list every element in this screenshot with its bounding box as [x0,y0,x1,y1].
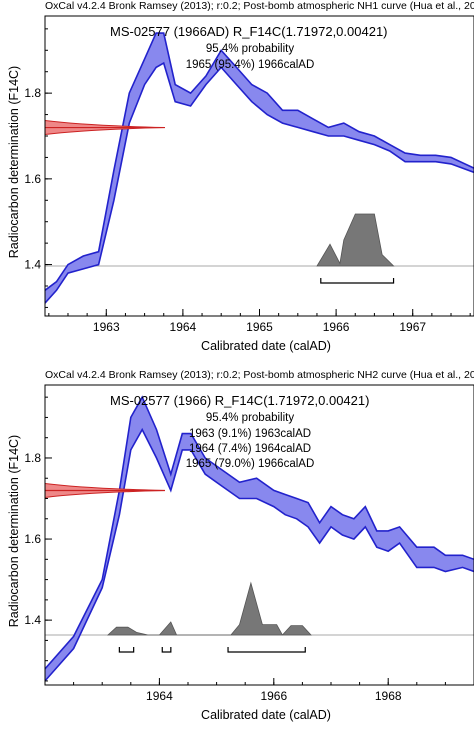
chart-header: OxCal v4.2.4 Bronk Ramsey (2013); r:0.2;… [45,369,474,381]
plot-area [45,395,474,682]
hpd-range-bracket [320,278,395,284]
calibration-panel-nh1: OxCal v4.2.4 Bronk Ramsey (2013); r:0.2;… [7,0,474,353]
y-tick-label: 1.4 [24,613,41,627]
probability-heading: 95.4% probability [206,412,294,424]
x-axis-label: Calibrated date (calAD) [201,708,331,722]
x-tick-label: 1966 [260,689,287,703]
hpd-range-bracket [227,647,306,653]
x-tick-label: 1963 [93,320,120,334]
y-axis-label: Radiocarbon determination (F14C) [7,65,21,259]
probability-range: 1965 (79.0%) 1966calAD [186,458,315,470]
chart-header: OxCal v4.2.4 Bronk Ramsey (2013); r:0.2;… [45,0,474,12]
calibration-curve-lower [45,61,474,304]
x-tick-label: 1968 [375,689,402,703]
plot-area [45,32,474,304]
sample-title: MS-02577 (1966AD) R_F14C(1.71972,0.00421… [110,24,388,39]
calibration-curve-upper [45,32,474,291]
y-tick-label: 1.4 [24,258,41,272]
hpd-range-bracket [118,647,135,653]
calibration-curve-band [45,33,474,304]
x-axis-label: Calibrated date (calAD) [201,339,331,353]
x-tick-label: 1965 [246,320,273,334]
probability-range: 1963 (9.1%) 1963calAD [189,428,311,440]
x-tick-label: 1966 [323,320,350,334]
probability-range: 1964 (7.4%) 1964calAD [189,443,311,455]
x-tick-label: 1964 [170,320,197,334]
sample-title: MS-02577 (1966) R_F14C(1.71972,0.00421) [110,393,369,408]
y-tick-label: 1.6 [24,172,41,186]
hpd-range-bracket [161,647,172,653]
plot-frame [44,384,474,686]
calibration-plot: 1963 1964 1965 1966 1967 1.4 1.6 1.8 MS-02577 (1… [24,15,474,334]
posterior-distribution [316,213,395,267]
posterior-distribution [106,581,312,636]
y-tick-label: 1.8 [24,451,41,465]
calibration-plot: 1964 1966 1968 1.4 1.6 1.8 MS-02577 (1966) R_F… [24,384,474,703]
y-tick-label: 1.6 [24,532,41,546]
calibration-panel-nh2: OxCal v4.2.4 Bronk Ramsey (2013); r:0.2;… [0,369,474,738]
calibration-curve-upper [45,395,474,670]
calibration-curve-lower [45,427,474,682]
probability-range: 1965 (95.4%) 1966calAD [186,59,315,71]
calibration-curve-band [45,397,474,681]
probability-heading: 95.4% probability [206,43,294,55]
x-tick-label: 1967 [399,320,426,334]
x-tick-label: 1964 [146,689,173,703]
y-axis-label: Radiocarbon determination (F14C) [7,434,21,628]
y-tick-label: 1.8 [24,86,41,100]
